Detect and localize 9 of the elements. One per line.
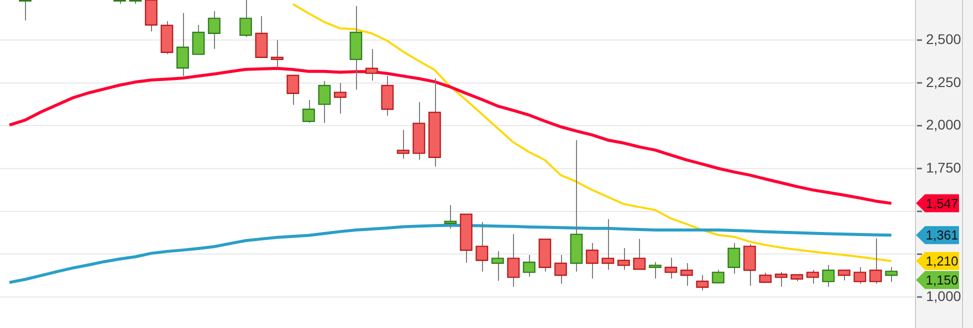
y-tick-label: 2,500 — [926, 30, 962, 47]
y-tick-label: 2,000 — [926, 116, 962, 133]
text: 1,547 — [926, 196, 958, 211]
text: 1,361 — [926, 228, 958, 243]
text: 1,210 — [926, 254, 958, 269]
text: 1,150 — [926, 272, 958, 288]
y-tick-label: 1,000 — [926, 288, 962, 304]
y-tick-label: 1,750 — [926, 159, 962, 176]
y-tick-label: 2,250 — [926, 74, 962, 90]
